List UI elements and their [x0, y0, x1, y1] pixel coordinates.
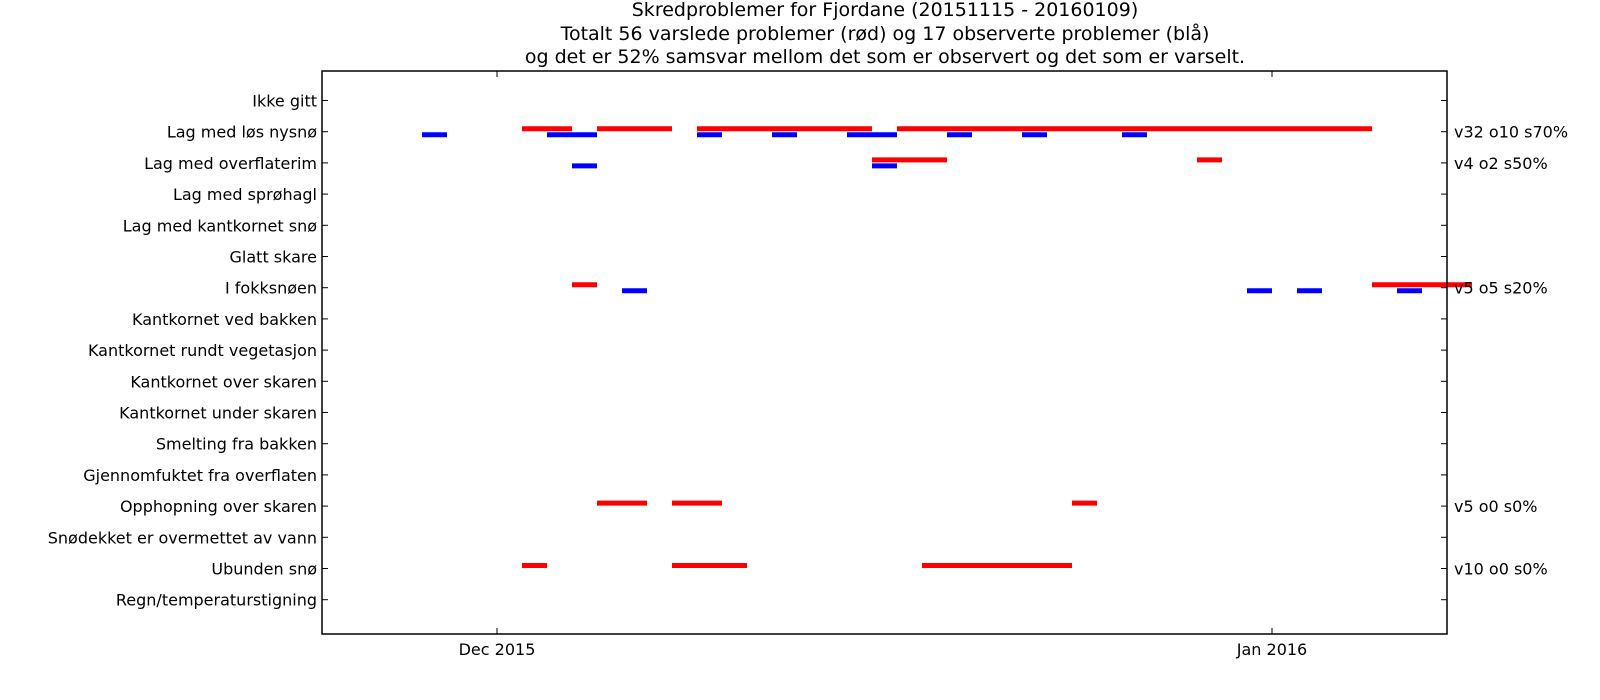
chart-title: Skredproblemer for Fjordane (20151115 - …	[525, 0, 1245, 68]
plot-frame	[321, 70, 1448, 635]
tick-marks	[322, 71, 1447, 634]
x-tick-labels: Dec 2015 Jan 2016	[459, 640, 1308, 659]
title-line-3: og det er 52% samsvar mellom det som er …	[525, 46, 1245, 68]
title-line-1: Skredproblemer for Fjordane (20151115 - …	[632, 0, 1139, 21]
y-tick-label: Kantkornet under skaren	[119, 404, 317, 423]
y-tick-label: Ikke gitt	[252, 92, 317, 111]
right-summary-labels: v32 o10 s70% v4 o2 s50% v5 o5 s20% v5 o0 s0…	[1454, 123, 1568, 579]
x-tick-label: Dec 2015	[459, 640, 536, 659]
y-tick-labels: Ikke gitt Lag med løs nysnø Lag med overfl…	[48, 92, 317, 610]
y-tick-label: Snødekket er overmettet av vann	[48, 528, 317, 547]
y-tick-label: Regn/temperaturstigning	[116, 591, 317, 610]
right-summary-label: v5 o0 s0%	[1454, 497, 1538, 516]
right-summary-label: v5 o5 s20%	[1454, 279, 1548, 298]
y-tick-label: I fokksnøen	[225, 279, 317, 298]
y-tick-label: Lag med løs nysnø	[167, 123, 317, 142]
y-tick-label: Kantkornet ved bakken	[132, 310, 317, 329]
y-tick-label: Gjennomfuktet fra overflaten	[83, 466, 317, 485]
right-summary-label: v32 o10 s70%	[1454, 123, 1568, 142]
y-tick-label: Opphopning over skaren	[120, 497, 317, 516]
y-tick-label: Kantkornet rundt vegetasjon	[88, 341, 317, 360]
y-tick-label: Lag med sprøhagl	[173, 185, 317, 204]
y-tick-label: Lag med kantkornet snø	[123, 216, 317, 235]
x-tick-label: Jan 2016	[1236, 640, 1307, 659]
y-tick-label: Ubunden snø	[211, 560, 317, 579]
y-tick-label: Lag med overflaterim	[144, 154, 317, 173]
right-summary-label: v10 o0 s0%	[1454, 560, 1548, 579]
y-tick-label: Glatt skare	[230, 248, 317, 267]
segments	[422, 126, 1472, 568]
y-tick-label: Kantkornet over skaren	[130, 372, 317, 391]
right-summary-label: v4 o2 s50%	[1454, 154, 1548, 173]
title-line-2: Totalt 56 varslede problemer (rød) og 17…	[560, 22, 1210, 45]
y-tick-label: Smelting fra bakken	[156, 435, 317, 454]
